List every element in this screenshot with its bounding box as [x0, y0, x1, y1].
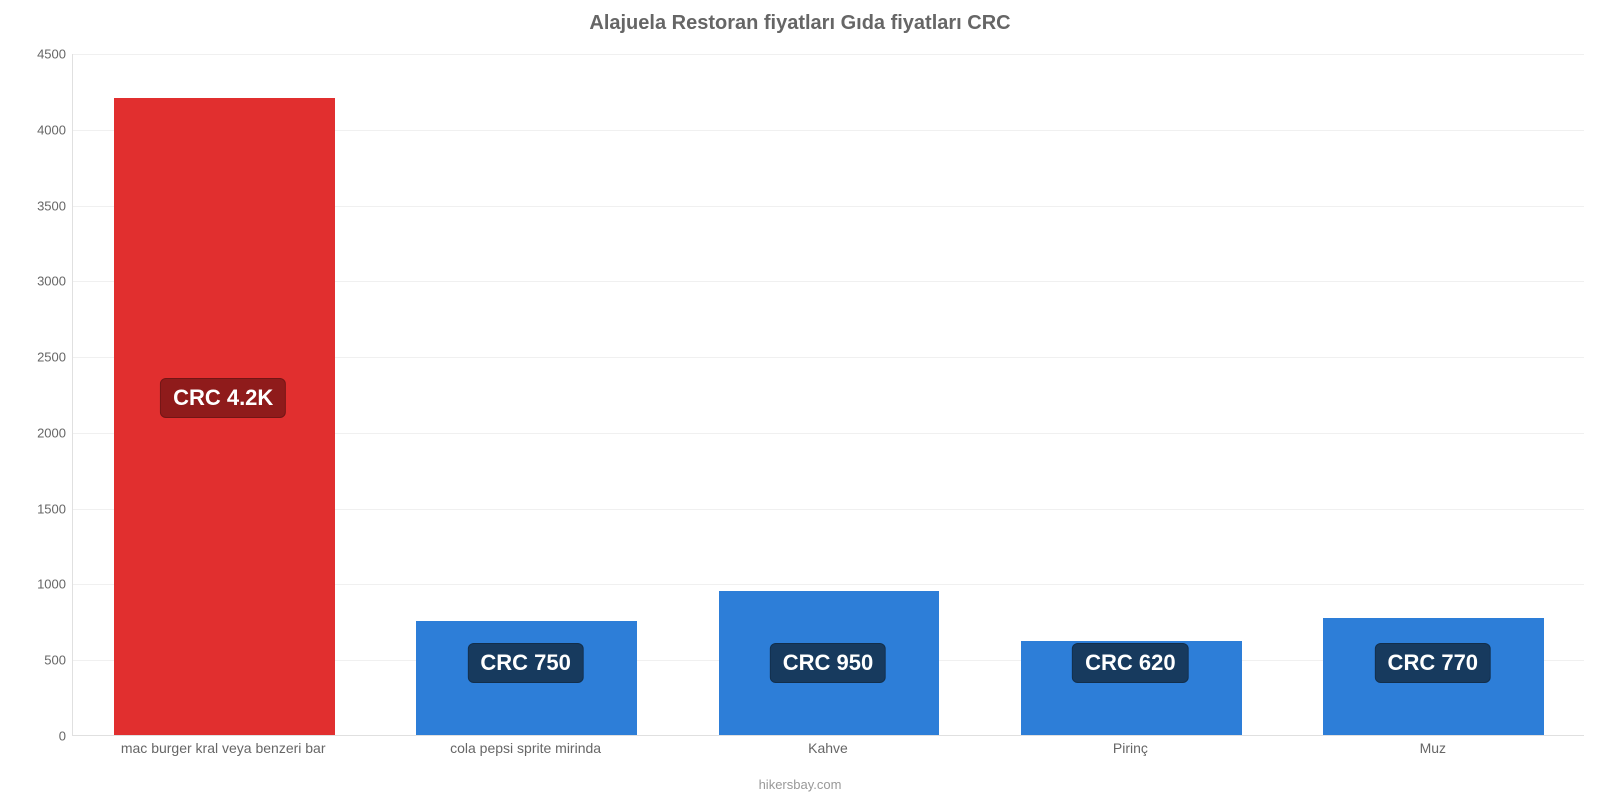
y-tick-label: 500 — [44, 653, 66, 668]
y-tick-label: 2000 — [37, 425, 66, 440]
y-tick-label: 1000 — [37, 577, 66, 592]
y-tick-label: 1500 — [37, 501, 66, 516]
bar-value-badge: CRC 750 — [467, 643, 583, 683]
x-tick-label: cola pepsi sprite mirinda — [450, 740, 601, 756]
x-tick-label: Kahve — [808, 740, 848, 756]
bar-value-badge: CRC 4.2K — [160, 378, 286, 418]
y-tick-label: 0 — [59, 729, 66, 744]
y-tick-label: 4000 — [37, 122, 66, 137]
bar-value-badge: CRC 620 — [1072, 643, 1188, 683]
bar-value-badge: CRC 950 — [770, 643, 886, 683]
y-tick-label: 4500 — [37, 47, 66, 62]
bar-value-badge: CRC 770 — [1375, 643, 1491, 683]
y-tick-label: 3000 — [37, 274, 66, 289]
price-bar-chart: Alajuela Restoran fiyatları Gıda fiyatla… — [0, 0, 1600, 800]
y-gridline — [73, 54, 1584, 55]
attribution-text: hikersbay.com — [0, 777, 1600, 792]
y-tick-label: 3500 — [37, 198, 66, 213]
chart-title: Alajuela Restoran fiyatları Gıda fiyatla… — [0, 12, 1600, 35]
x-tick-label: Muz — [1420, 740, 1446, 756]
x-tick-label: Pirinç — [1113, 740, 1148, 756]
x-tick-label: mac burger kral veya benzeri bar — [121, 740, 326, 756]
y-tick-label: 2500 — [37, 350, 66, 365]
plot-area — [72, 54, 1584, 736]
